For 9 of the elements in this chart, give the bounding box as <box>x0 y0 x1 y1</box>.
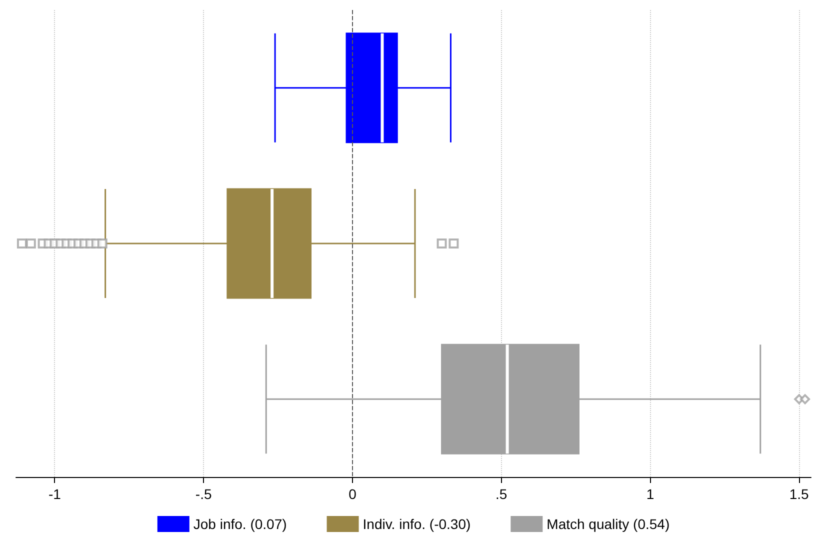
x-tick-label: 1.5 <box>789 486 810 502</box>
x-tick-label: 0 <box>348 486 357 502</box>
x-tick-label: -.5 <box>195 486 212 502</box>
legend-label: Match quality (0.54) <box>546 516 670 532</box>
legend-label: Job info. (0.07) <box>193 516 287 532</box>
x-tick-label: -1 <box>48 486 62 502</box>
x-tick-label: .5 <box>495 486 508 502</box>
x-tick-label: 1 <box>646 486 654 502</box>
legend-label: Indiv. info. (-0.30) <box>362 516 471 532</box>
